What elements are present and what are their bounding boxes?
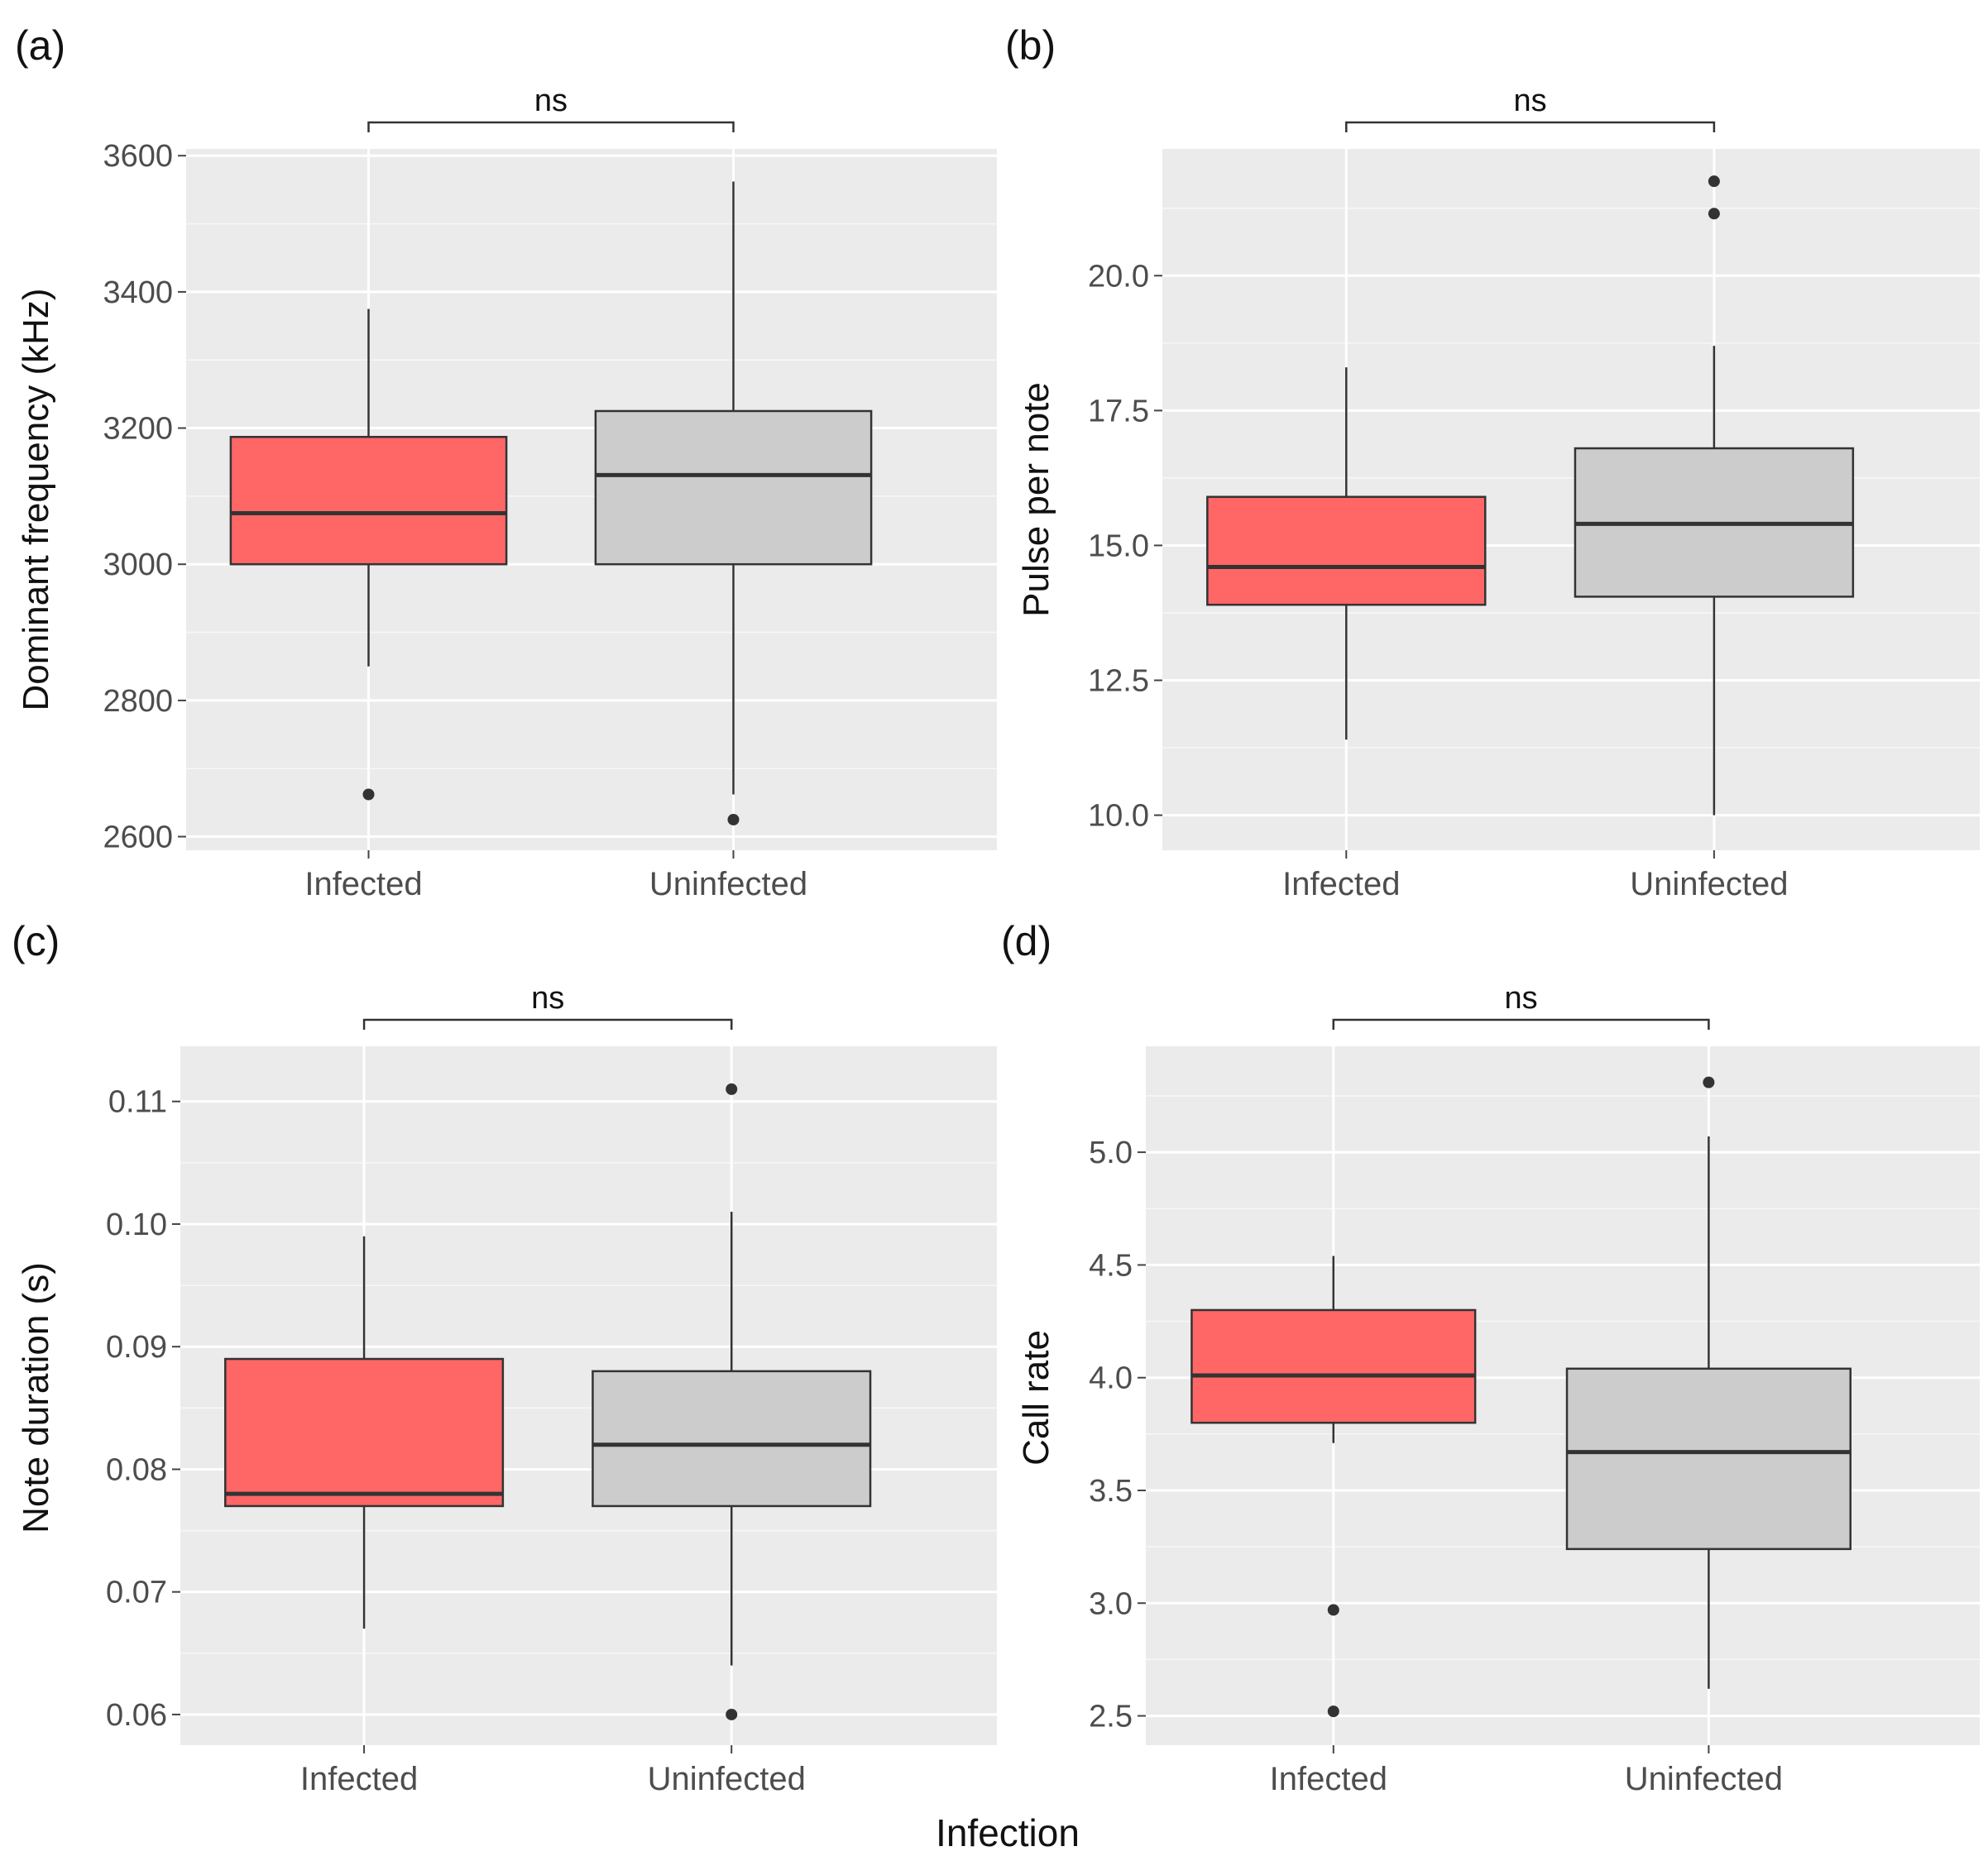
iqr-box bbox=[594, 409, 873, 566]
outlier-point bbox=[726, 1708, 738, 1720]
y-tick-label: 2600 bbox=[103, 820, 173, 855]
box-uninfected bbox=[594, 181, 873, 825]
y-tick-label: 15.0 bbox=[1088, 529, 1149, 563]
y-tick-label: 0.07 bbox=[106, 1576, 167, 1610]
box-uninfected bbox=[1574, 175, 1855, 816]
x-tick-label: Infected bbox=[1270, 1761, 1387, 1797]
panel-label: (b) bbox=[1005, 22, 1056, 69]
panel-a: 2600 2800 3000 3200 3400 3600 Infected Uninfect… bbox=[15, 22, 997, 902]
y-tick-label: 0.09 bbox=[106, 1330, 167, 1365]
y-tick-label: 20.0 bbox=[1088, 259, 1149, 294]
y-axis-label: Note duration (s) bbox=[16, 1262, 56, 1533]
x-tick-label: Uninfected bbox=[1625, 1761, 1783, 1797]
y-tick-label: 4.0 bbox=[1089, 1361, 1133, 1396]
panel-label: (d) bbox=[1001, 918, 1051, 964]
y-tick-label: 0.06 bbox=[106, 1698, 167, 1733]
panel-c: 0.06 0.07 0.08 0.09 0.10 0.11 Infected Uninfect… bbox=[12, 918, 997, 1797]
y-tick-label: 5.0 bbox=[1089, 1136, 1133, 1170]
x-tick-label: Uninfected bbox=[649, 866, 807, 902]
y-tick-label: 3200 bbox=[103, 412, 173, 447]
panel-d: 2.5 3.0 3.5 4.0 4.5 5.0 Infected Uninfected Call… bbox=[1001, 918, 1980, 1797]
y-tick-label: 3000 bbox=[103, 548, 173, 582]
shared-x-axis-label: Infection bbox=[936, 1811, 1080, 1854]
y-axis-label: Dominant frequency (kHz) bbox=[16, 288, 56, 710]
significance-bracket bbox=[1332, 1018, 1710, 1030]
significance-label: ns bbox=[534, 84, 568, 118]
y-tick-label: 12.5 bbox=[1088, 664, 1149, 699]
y-tick-label: 2800 bbox=[103, 684, 173, 719]
iqr-box bbox=[224, 1357, 505, 1508]
panel-label: (a) bbox=[15, 22, 65, 69]
y-axis-label: Pulse per note bbox=[1016, 382, 1056, 617]
y-tick-label: 2.5 bbox=[1089, 1700, 1133, 1734]
y-tick-label: 3.5 bbox=[1089, 1474, 1133, 1509]
box-infected bbox=[1206, 367, 1487, 740]
box-infected bbox=[224, 1236, 505, 1629]
y-tick-label: 3400 bbox=[103, 275, 173, 310]
iqr-box bbox=[229, 436, 508, 566]
box-uninfected bbox=[592, 1083, 872, 1720]
outlier-point bbox=[727, 813, 740, 825]
iqr-box bbox=[1206, 495, 1487, 606]
y-tick-label: 0.08 bbox=[106, 1452, 167, 1487]
y-tick-label: 0.10 bbox=[106, 1208, 167, 1242]
y-tick-label: 17.5 bbox=[1088, 394, 1149, 428]
panel-label: (c) bbox=[12, 918, 60, 964]
box-infected bbox=[1190, 1256, 1477, 1718]
outlier-point bbox=[1708, 175, 1720, 188]
x-tick-label: Infected bbox=[300, 1761, 418, 1797]
iqr-box bbox=[1190, 1308, 1477, 1424]
significance-bracket bbox=[367, 121, 735, 132]
x-tick-label: Infected bbox=[304, 866, 422, 902]
box-infected bbox=[229, 309, 508, 801]
y-tick-label: 10.0 bbox=[1088, 799, 1149, 834]
significance-label: ns bbox=[531, 981, 564, 1016]
y-tick-label: 3600 bbox=[103, 139, 173, 174]
outlier-point bbox=[1327, 1604, 1339, 1616]
outlier-point bbox=[1708, 208, 1720, 220]
outlier-point bbox=[726, 1083, 738, 1095]
iqr-box bbox=[1565, 1367, 1852, 1551]
y-tick-label: 3.0 bbox=[1089, 1586, 1133, 1621]
y-tick-label: 4.5 bbox=[1089, 1248, 1133, 1283]
x-tick-label: Uninfected bbox=[1630, 866, 1788, 902]
outlier-point bbox=[1327, 1705, 1339, 1718]
x-tick-label: Infected bbox=[1282, 866, 1400, 902]
outlier-point bbox=[362, 788, 375, 801]
y-axis-label: Call rate bbox=[1016, 1330, 1056, 1466]
iqr-box bbox=[592, 1370, 872, 1508]
panel-b: 10.0 12.5 15.0 17.5 20.0 Infected Uninfected Pu… bbox=[1005, 22, 1980, 902]
significance-bracket bbox=[362, 1018, 733, 1030]
outlier-point bbox=[1703, 1076, 1715, 1088]
significance-label: ns bbox=[1505, 981, 1538, 1016]
box-uninfected bbox=[1565, 1076, 1852, 1689]
significance-bracket bbox=[1345, 121, 1716, 132]
y-tick-label: 0.11 bbox=[108, 1085, 167, 1120]
x-tick-label: Uninfected bbox=[648, 1761, 806, 1797]
significance-label: ns bbox=[1514, 84, 1547, 118]
